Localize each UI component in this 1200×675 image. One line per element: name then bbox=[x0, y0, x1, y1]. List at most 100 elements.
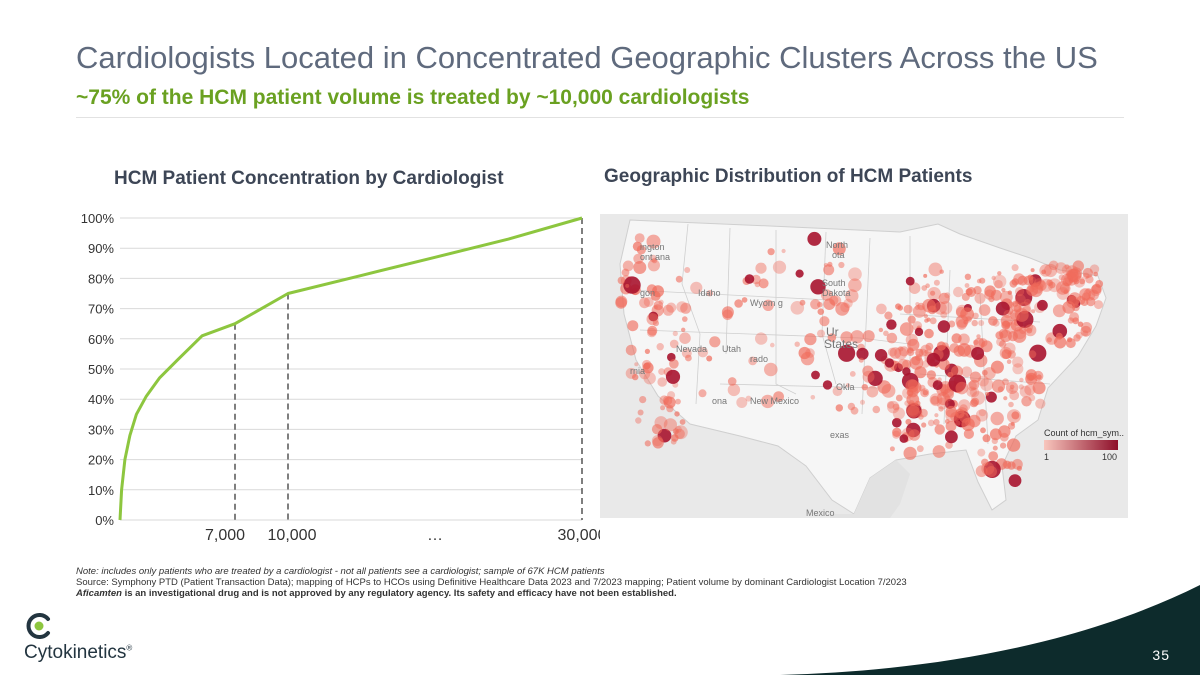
patient-dot bbox=[861, 384, 868, 391]
patient-dot bbox=[924, 318, 929, 323]
patient-dot bbox=[978, 409, 987, 417]
patient-dot bbox=[663, 418, 677, 432]
patient-dot bbox=[976, 334, 981, 339]
patient-dot bbox=[889, 446, 895, 452]
map-label-oregon: gon bbox=[640, 288, 655, 298]
patient-dot bbox=[838, 261, 845, 269]
patient-dot bbox=[1021, 396, 1032, 407]
patient-dot bbox=[936, 397, 949, 410]
patient-dot bbox=[911, 356, 921, 366]
patient-dot bbox=[635, 417, 642, 424]
patient-dot bbox=[736, 397, 748, 408]
patient-dot bbox=[858, 357, 864, 363]
patient-dot bbox=[639, 297, 650, 309]
patient-dot bbox=[1067, 337, 1073, 343]
concentration-curve bbox=[118, 216, 583, 521]
patient-dot bbox=[856, 347, 869, 360]
patient-dot bbox=[1080, 325, 1092, 337]
patient-dot bbox=[684, 267, 691, 273]
patient-dot bbox=[974, 292, 986, 304]
patient-dot bbox=[770, 342, 775, 348]
y-tick-label: 20% bbox=[88, 453, 114, 468]
patient-dot bbox=[919, 408, 928, 418]
patient-dot bbox=[656, 343, 664, 351]
patient-dot bbox=[685, 354, 692, 362]
patient-dot bbox=[881, 384, 896, 398]
map-label-utah: Utah bbox=[722, 344, 741, 354]
patient-dot bbox=[926, 352, 941, 367]
patient-dot bbox=[799, 299, 806, 306]
y-tick-label: 0% bbox=[95, 513, 114, 528]
patient-dot bbox=[878, 327, 884, 333]
patient-dot bbox=[981, 462, 995, 475]
patient-dot bbox=[908, 282, 921, 294]
map-label-dakota-s: Dakota bbox=[822, 288, 851, 298]
legend-title: Count of hcm_sym.. bbox=[1044, 428, 1124, 438]
patient-dot bbox=[866, 385, 879, 398]
patient-dot bbox=[1072, 317, 1080, 325]
patient-dot bbox=[671, 434, 679, 442]
patient-dot bbox=[876, 303, 887, 315]
patient-dot bbox=[625, 344, 637, 356]
patient-dot bbox=[623, 276, 641, 294]
patient-dot bbox=[1079, 278, 1085, 285]
patient-dot bbox=[1032, 381, 1046, 395]
patient-dot bbox=[1014, 294, 1026, 306]
patient-dot bbox=[972, 312, 979, 319]
patient-dot bbox=[734, 299, 743, 308]
patient-dot bbox=[1030, 268, 1035, 273]
patient-dot bbox=[884, 311, 893, 320]
patient-dot bbox=[1028, 374, 1035, 381]
patient-dot bbox=[663, 396, 676, 409]
patient-dot bbox=[932, 380, 943, 391]
patient-dot bbox=[930, 395, 940, 405]
patient-dot bbox=[1006, 438, 1021, 452]
patient-dot bbox=[902, 387, 914, 399]
patient-dot bbox=[709, 336, 721, 348]
disclaimer-drug-name: Aficamten bbox=[76, 588, 122, 599]
title-divider bbox=[76, 117, 1124, 118]
patient-dot bbox=[929, 317, 937, 325]
patient-dot bbox=[672, 428, 679, 435]
patient-dot bbox=[755, 332, 768, 345]
patient-dot bbox=[958, 399, 971, 412]
patient-dot bbox=[924, 328, 934, 339]
patient-dot bbox=[1012, 356, 1024, 368]
patient-dot bbox=[1012, 458, 1023, 470]
patient-dot bbox=[892, 403, 900, 411]
patient-dot bbox=[1082, 267, 1093, 279]
patient-dot bbox=[807, 231, 822, 246]
patient-dot bbox=[966, 287, 977, 297]
patient-dot bbox=[646, 234, 661, 249]
patient-dot bbox=[1008, 401, 1014, 408]
patient-dot bbox=[928, 262, 943, 277]
patient-dot bbox=[666, 302, 677, 313]
patient-dot bbox=[973, 339, 979, 345]
map-label-united: Ur bbox=[826, 325, 839, 339]
patient-dot bbox=[980, 377, 994, 392]
patient-dot bbox=[767, 248, 775, 256]
patient-dot bbox=[1064, 264, 1070, 270]
map-label-washington: ington bbox=[640, 242, 665, 252]
patient-dot bbox=[905, 402, 920, 416]
concentration-chart-title: HCM Patient Concentration by Cardiologis… bbox=[114, 168, 504, 189]
patient-dot bbox=[997, 271, 1002, 276]
patient-dot bbox=[914, 327, 924, 337]
patient-dot bbox=[937, 377, 942, 382]
patient-dot bbox=[990, 360, 1004, 374]
patient-dot bbox=[867, 370, 883, 386]
patient-dot bbox=[649, 254, 657, 263]
patient-dot bbox=[922, 298, 936, 313]
patient-dot bbox=[810, 279, 826, 295]
patient-dot bbox=[905, 276, 915, 286]
patient-dot bbox=[633, 261, 647, 274]
mexico-region bbox=[830, 460, 910, 518]
patient-dot bbox=[1018, 326, 1027, 334]
map-label-south: South bbox=[822, 278, 846, 288]
patient-dot bbox=[832, 242, 846, 256]
x-axis-label: 30,000 bbox=[558, 527, 600, 544]
patient-dot bbox=[772, 260, 787, 274]
concentration-chart: 100% 90% 80% 70% 60% 50% 40% 30% 20% 10% 0% 7,000 10… bbox=[81, 211, 600, 544]
patient-dot bbox=[992, 445, 998, 451]
patient-dot bbox=[1044, 263, 1058, 278]
